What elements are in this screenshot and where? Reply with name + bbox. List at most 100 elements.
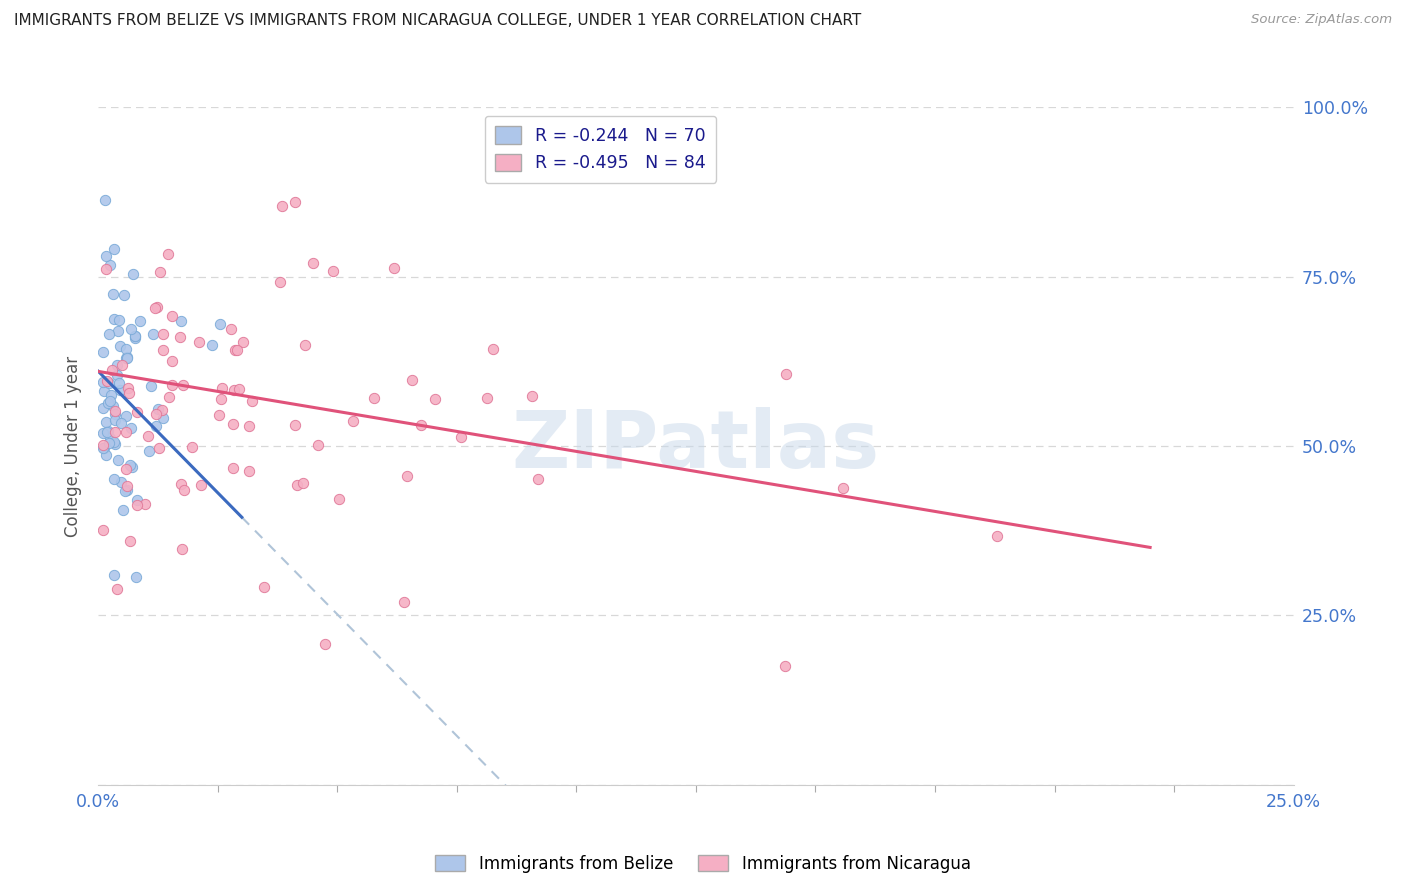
Point — [172, 542, 194, 557]
Point — [100, 258, 122, 272]
Point — [108, 339, 131, 353]
Point — [832, 481, 855, 495]
Point — [475, 391, 498, 405]
Point — [146, 401, 169, 416]
Point — [100, 393, 122, 408]
Point — [169, 330, 191, 344]
Point — [91, 523, 114, 537]
Point — [124, 331, 146, 345]
Point — [93, 384, 115, 399]
Point — [157, 390, 180, 404]
Point — [101, 399, 124, 413]
Point — [111, 503, 134, 517]
Point — [98, 376, 121, 391]
Point — [149, 265, 172, 279]
Point — [125, 570, 148, 584]
Point — [201, 337, 224, 351]
Point — [146, 300, 169, 314]
Point — [152, 326, 174, 341]
Point — [160, 309, 183, 323]
Point — [152, 410, 174, 425]
Point — [114, 484, 136, 499]
Point — [128, 314, 150, 328]
Point — [121, 460, 143, 475]
Point — [187, 334, 209, 349]
Point — [115, 409, 138, 423]
Point — [115, 462, 138, 476]
Point — [112, 288, 135, 302]
Point — [115, 351, 138, 365]
Point — [294, 337, 316, 351]
Point — [314, 637, 336, 651]
Point — [91, 376, 114, 390]
Point — [222, 461, 245, 475]
Point — [363, 392, 385, 406]
Point — [170, 313, 193, 327]
Point — [114, 351, 136, 365]
Point — [170, 476, 193, 491]
Point — [97, 327, 120, 342]
Point — [115, 351, 138, 366]
Point — [117, 381, 139, 395]
Point — [91, 425, 114, 440]
Y-axis label: College, Under 1 year: College, Under 1 year — [65, 355, 83, 537]
Point — [103, 435, 125, 450]
Point — [143, 301, 166, 316]
Point — [101, 362, 124, 376]
Point — [118, 386, 141, 401]
Point — [120, 421, 142, 435]
Point — [152, 343, 174, 357]
Point — [105, 368, 128, 383]
Point — [114, 425, 136, 440]
Text: Source: ZipAtlas.com: Source: ZipAtlas.com — [1251, 13, 1392, 27]
Point — [395, 468, 418, 483]
Point — [222, 384, 245, 398]
Point — [117, 483, 139, 498]
Point — [450, 430, 472, 444]
Point — [120, 322, 142, 336]
Point — [287, 478, 309, 492]
Point — [101, 287, 124, 301]
Point — [156, 246, 179, 260]
Point — [322, 264, 344, 278]
Point — [775, 367, 797, 381]
Point — [342, 414, 364, 428]
Point — [105, 358, 128, 372]
Point — [284, 195, 307, 210]
Point — [520, 389, 543, 403]
Point — [138, 444, 160, 458]
Point — [103, 243, 125, 257]
Point — [238, 419, 260, 434]
Point — [93, 193, 115, 207]
Point — [986, 528, 1008, 542]
Point — [526, 471, 548, 485]
Point — [482, 343, 505, 357]
Point — [238, 464, 260, 478]
Point — [108, 383, 131, 397]
Point — [160, 354, 183, 368]
Point — [98, 432, 121, 446]
Point — [252, 580, 274, 594]
Point — [172, 377, 194, 392]
Point — [382, 261, 405, 276]
Point — [208, 317, 231, 331]
Point — [226, 343, 249, 357]
Point — [111, 359, 134, 373]
Text: ZIPatlas: ZIPatlas — [512, 407, 880, 485]
Point — [91, 344, 114, 359]
Point — [103, 471, 125, 485]
Point — [98, 436, 121, 450]
Point — [94, 262, 117, 277]
Point — [104, 408, 127, 422]
Point — [96, 425, 118, 439]
Point — [121, 267, 143, 281]
Point — [190, 478, 212, 492]
Point — [173, 483, 195, 498]
Point — [208, 409, 231, 423]
Point — [91, 401, 114, 415]
Point — [145, 407, 167, 421]
Point — [104, 404, 127, 418]
Point — [108, 313, 131, 327]
Point — [328, 491, 350, 506]
Point — [125, 498, 148, 512]
